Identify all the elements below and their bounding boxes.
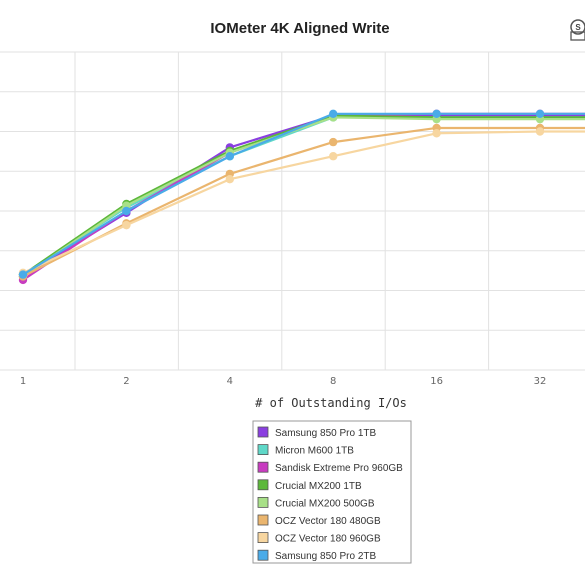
legend-swatch [257, 426, 269, 438]
legend-label: OCZ Vector 180 480GB [275, 516, 381, 527]
data-point [329, 109, 338, 119]
legend-label: Samsung 850 Pro 2TB [275, 551, 376, 562]
series-group [18, 113, 585, 281]
data-point [225, 175, 234, 184]
legend: Samsung 850 Pro 1TB Micron M600 1TB Sandis… [252, 420, 412, 564]
legend-swatch [257, 514, 269, 526]
chart-title: IOMeter 4K Aligned Write [210, 20, 389, 37]
series-group [18, 111, 585, 279]
data-point [225, 152, 234, 161]
x-tick-label: 4 [227, 376, 233, 387]
legend-swatch [257, 532, 269, 543]
data-point [329, 137, 338, 147]
series-line [22, 130, 585, 274]
legend-label: Micron M600 1TB [275, 446, 354, 457]
series-group [18, 111, 585, 281]
data-point [329, 152, 338, 161]
series-group [18, 123, 585, 281]
legend-swatch [257, 461, 269, 473]
x-tick-label: 32 [534, 376, 547, 387]
series-line [22, 112, 585, 281]
series-group [18, 109, 585, 285]
legend-label: Crucial MX200 1TB [275, 481, 362, 492]
x-tick-label: 8 [330, 376, 336, 387]
x-tick-label: 2 [123, 376, 129, 387]
data-point [432, 109, 441, 119]
x-tick-label: 1 [20, 376, 26, 387]
series-lines [18, 109, 585, 285]
series-line [22, 126, 585, 278]
x-axis-label: # of Outstanding I/Os [255, 396, 407, 410]
legend-label: Sandisk Extreme Pro 960GB [275, 463, 403, 474]
legend-swatch [257, 549, 269, 561]
data-point [432, 129, 441, 138]
site-logo-icon: S [570, 19, 585, 41]
legend-swatch [257, 479, 269, 491]
plot-grid [0, 51, 585, 371]
x-axis-ticks: 1248163264 [20, 376, 547, 387]
series-group [18, 127, 585, 278]
site-logo-text: S [575, 23, 581, 32]
data-point [535, 127, 545, 136]
series-group [18, 113, 585, 279]
legend-swatch [257, 444, 269, 456]
x-tick-label: 16 [430, 376, 443, 387]
data-point [535, 109, 545, 119]
series-line [22, 114, 585, 278]
legend-label: Crucial MX200 500GB [275, 498, 375, 509]
legend-swatch [257, 496, 269, 508]
legend-items: Samsung 850 Pro 1TB Micron M600 1TB Sandis… [257, 426, 403, 562]
legend-label: Samsung 850 Pro 1TB [275, 428, 376, 439]
series-group [18, 109, 585, 279]
legend-box [252, 420, 412, 564]
data-point [122, 220, 131, 230]
series-line [22, 116, 585, 278]
data-point [122, 206, 131, 216]
legend-label: OCZ Vector 180 960GB [275, 534, 381, 545]
data-point [18, 270, 28, 279]
